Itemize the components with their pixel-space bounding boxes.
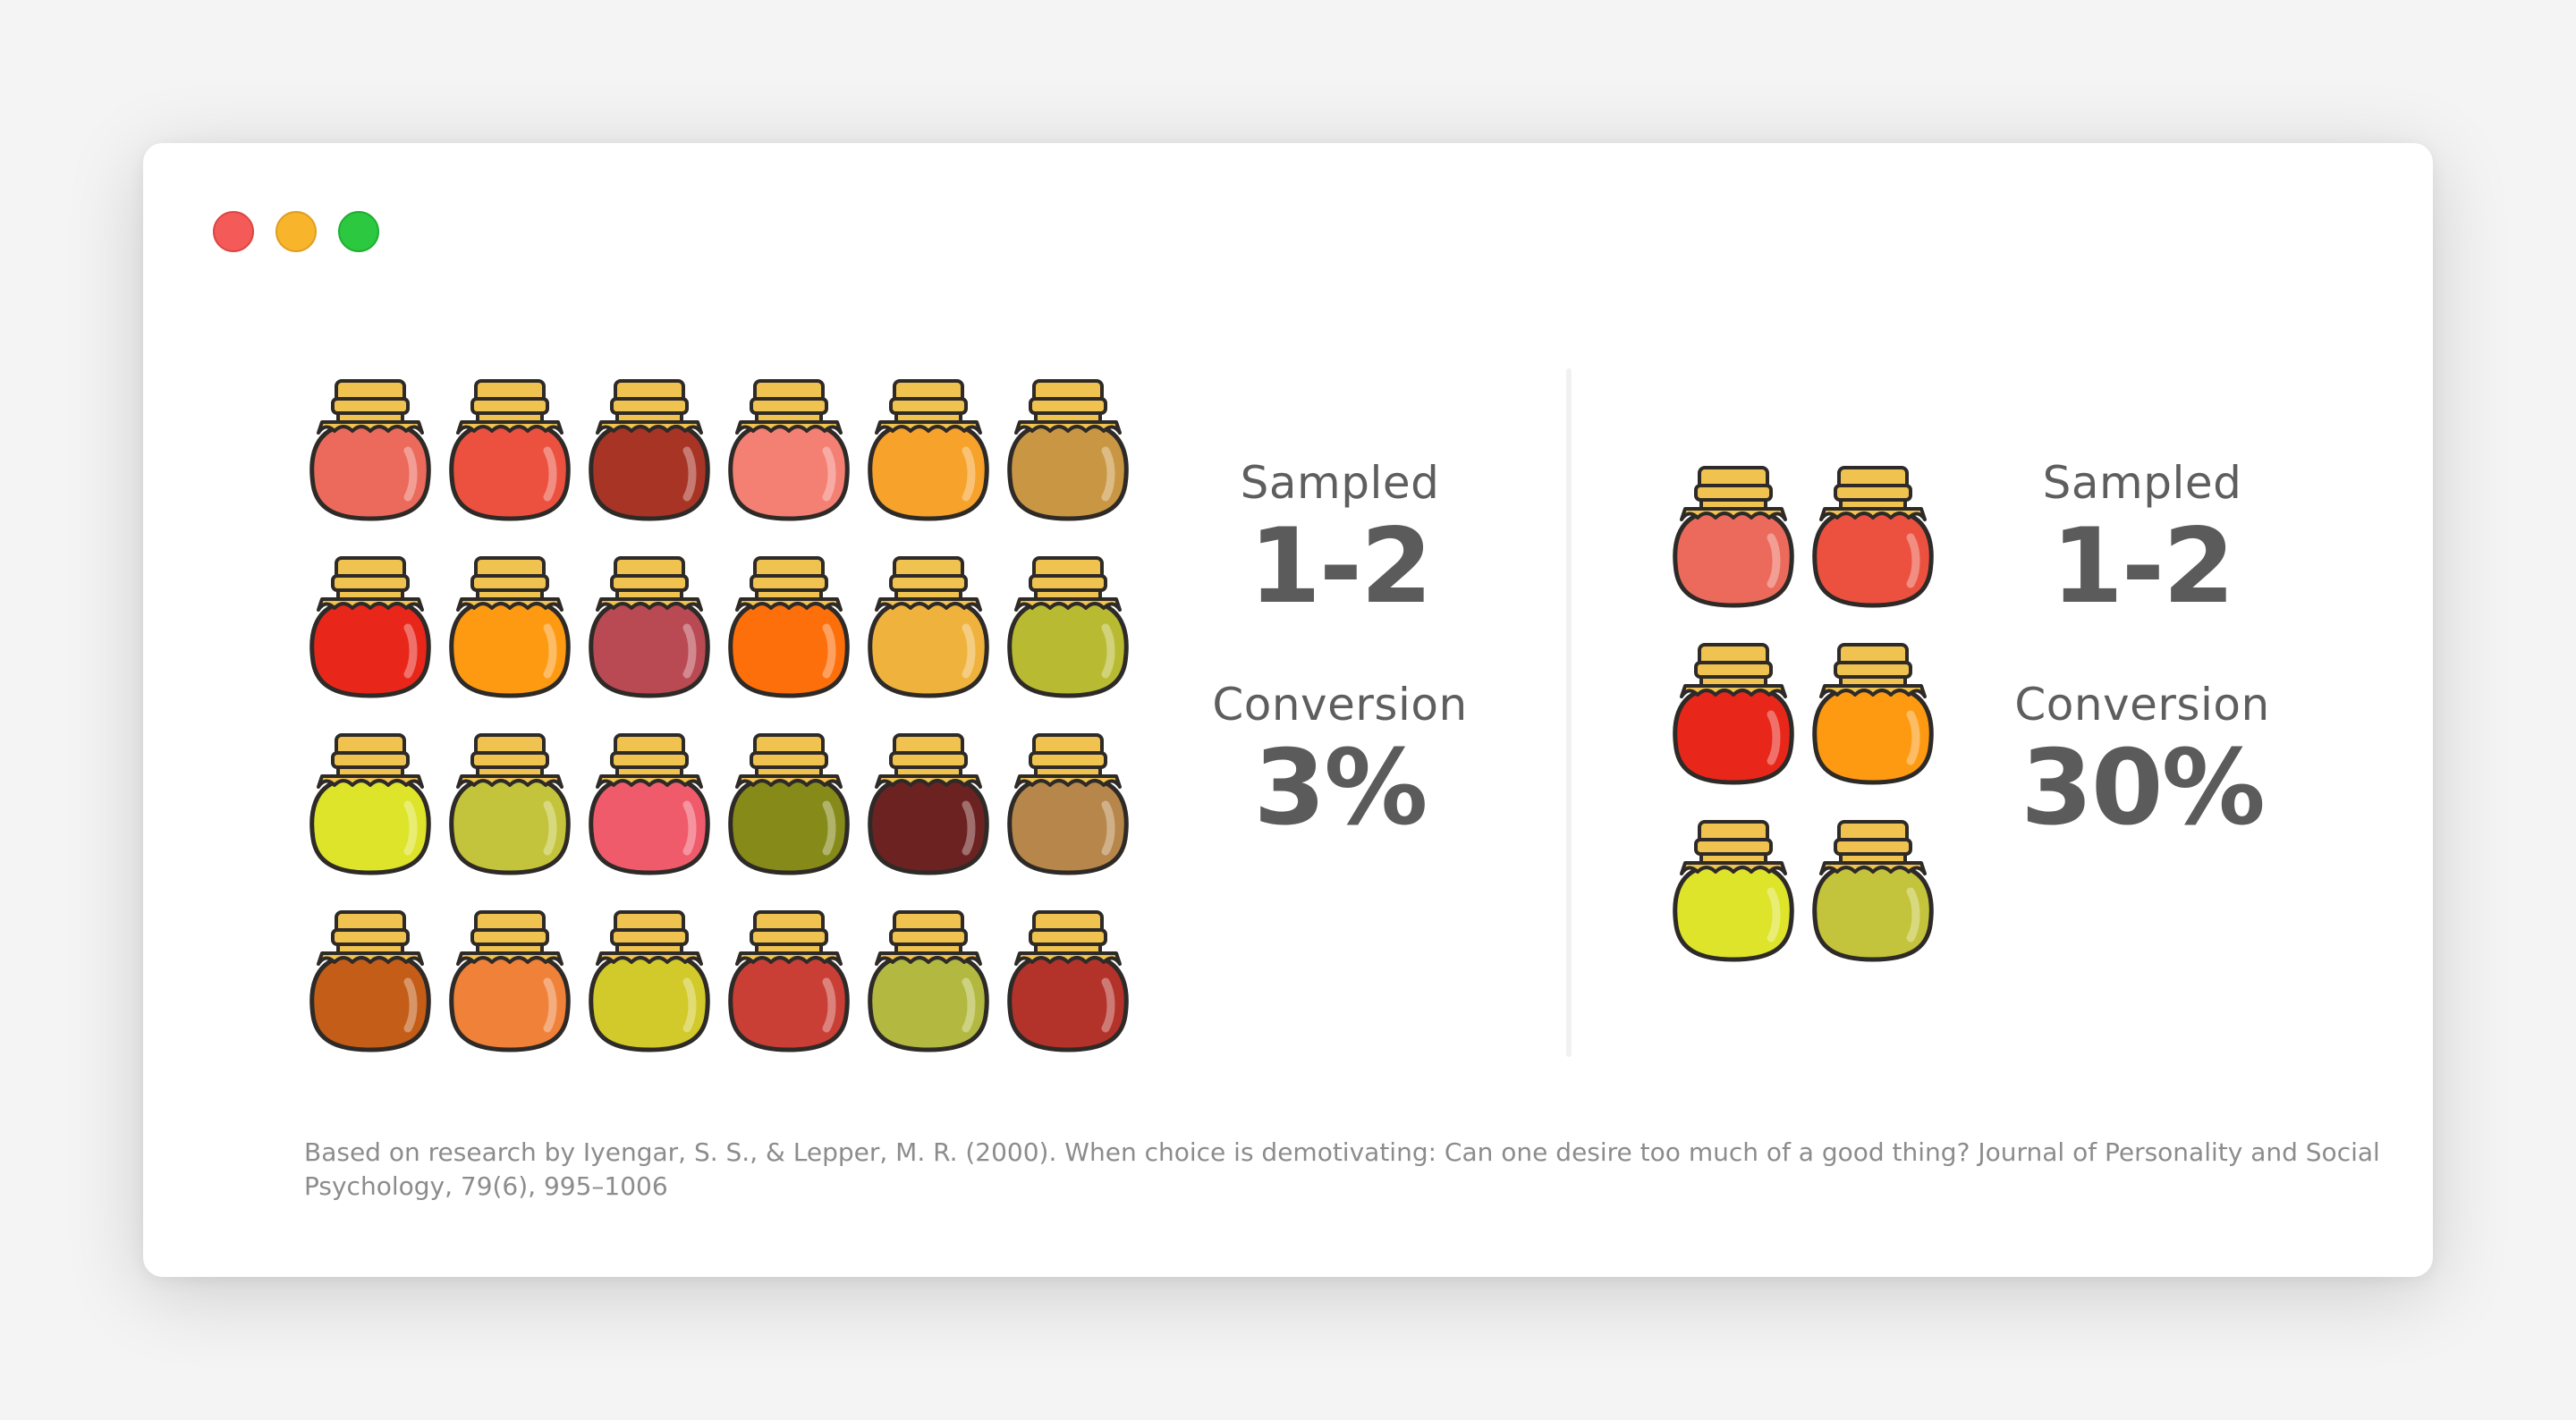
jam-jar bbox=[859, 905, 998, 1082]
minimize-button[interactable] bbox=[275, 211, 317, 252]
conversion-label: Conversion bbox=[1212, 679, 1468, 731]
jam-jar bbox=[1664, 461, 1803, 638]
jam-jar-icon bbox=[1007, 379, 1129, 521]
jam-jar bbox=[998, 728, 1138, 905]
jam-jar-icon bbox=[1812, 466, 1934, 608]
jam-jar bbox=[998, 374, 1138, 551]
jam-jar bbox=[1803, 461, 1943, 638]
jam-jar-icon bbox=[868, 733, 989, 875]
jam-jar bbox=[301, 374, 440, 551]
jam-jar bbox=[719, 374, 859, 551]
jam-jar bbox=[998, 905, 1138, 1082]
jam-jar-icon bbox=[868, 379, 989, 521]
jam-jar-icon bbox=[728, 556, 850, 698]
jam-jar bbox=[440, 551, 580, 728]
jam-jar-icon bbox=[309, 556, 431, 698]
jam-jar bbox=[580, 728, 719, 905]
jam-jar-icon bbox=[1673, 820, 1794, 962]
conversion-value: 30% bbox=[2021, 728, 2266, 849]
sampled-label: Sampled bbox=[1240, 457, 1440, 509]
jam-jar bbox=[440, 374, 580, 551]
left-jar-grid bbox=[301, 374, 1138, 1082]
jam-jar-icon bbox=[1007, 556, 1129, 698]
right-jar-grid bbox=[1664, 461, 1943, 992]
jam-jar-icon bbox=[589, 910, 710, 1052]
jam-jar-icon bbox=[589, 733, 710, 875]
jam-jar-icon bbox=[449, 910, 571, 1052]
panel-divider bbox=[1566, 368, 1572, 1057]
jam-jar-icon bbox=[309, 379, 431, 521]
jam-jar-icon bbox=[1007, 910, 1129, 1052]
jam-jar-icon bbox=[1812, 820, 1934, 962]
citation-text: Based on research by Iyengar, S. S., & L… bbox=[304, 1137, 2380, 1201]
jam-jar bbox=[440, 905, 580, 1082]
jam-jar bbox=[301, 728, 440, 905]
jam-jar-icon bbox=[1673, 466, 1794, 608]
jam-jar-icon bbox=[1812, 643, 1934, 785]
jam-jar bbox=[1664, 815, 1803, 992]
jam-jar bbox=[859, 374, 998, 551]
jam-jar bbox=[719, 551, 859, 728]
conversion-value: 3% bbox=[1253, 728, 1428, 849]
jam-jar bbox=[1803, 815, 1943, 992]
left-stats: Sampled 1-2 Conversion 3% bbox=[1152, 456, 1528, 846]
jam-jar-icon bbox=[868, 910, 989, 1052]
jam-jar-icon bbox=[449, 556, 571, 698]
jam-jar bbox=[859, 728, 998, 905]
jam-jar-icon bbox=[449, 733, 571, 875]
jam-jar bbox=[580, 905, 719, 1082]
jam-jar bbox=[1803, 638, 1943, 815]
sampled-value: 1-2 bbox=[1249, 506, 1433, 627]
jam-jar-icon bbox=[309, 733, 431, 875]
jam-jar bbox=[301, 551, 440, 728]
sampled-label: Sampled bbox=[2042, 457, 2242, 509]
jam-jar-icon bbox=[728, 379, 850, 521]
jam-jar-icon bbox=[728, 733, 850, 875]
sampled-value: 1-2 bbox=[2051, 506, 2235, 627]
jam-jar-icon bbox=[1007, 733, 1129, 875]
jam-jar bbox=[301, 905, 440, 1082]
conversion-label: Conversion bbox=[2014, 679, 2270, 731]
browser-window: Sampled 1-2 Conversion 3% Sampled 1-2 Co… bbox=[143, 143, 2433, 1277]
jam-jar bbox=[580, 551, 719, 728]
window-controls bbox=[213, 211, 379, 252]
jam-jar-icon bbox=[728, 910, 850, 1052]
jam-jar bbox=[998, 551, 1138, 728]
jam-jar bbox=[1664, 638, 1803, 815]
jam-jar-icon bbox=[449, 379, 571, 521]
jam-jar bbox=[580, 374, 719, 551]
jam-jar bbox=[719, 728, 859, 905]
jam-jar bbox=[440, 728, 580, 905]
jam-jar-icon bbox=[1673, 643, 1794, 785]
jam-jar-icon bbox=[589, 556, 710, 698]
jam-jar-icon bbox=[589, 379, 710, 521]
jam-jar-icon bbox=[309, 910, 431, 1052]
maximize-button[interactable] bbox=[338, 211, 379, 252]
right-stats: Sampled 1-2 Conversion 30% bbox=[1954, 456, 2330, 846]
jam-jar bbox=[859, 551, 998, 728]
jam-jar-icon bbox=[868, 556, 989, 698]
jam-jar bbox=[719, 905, 859, 1082]
close-button[interactable] bbox=[213, 211, 254, 252]
